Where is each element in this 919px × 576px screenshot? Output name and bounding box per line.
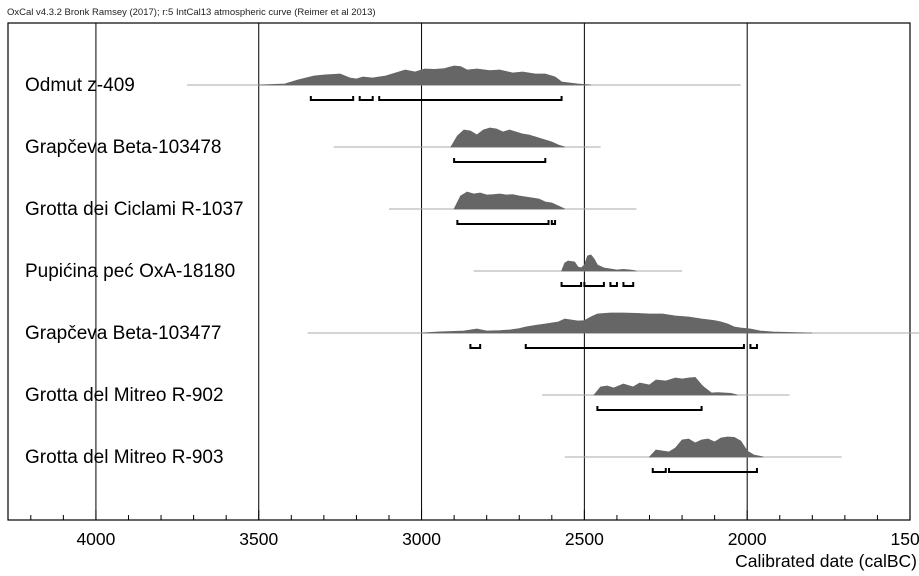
series-label: Grotta del Mitreo R-902 bbox=[25, 385, 224, 406]
series-label: Grotta del Mitreo R-903 bbox=[25, 447, 224, 468]
hpd-range-bracket bbox=[524, 344, 745, 349]
x-axis-title: Calibrated date (calBC) bbox=[735, 551, 917, 571]
series-4: Grapčeva Beta-103477 bbox=[25, 312, 919, 349]
probability-distribution bbox=[421, 312, 813, 334]
probability-distribution bbox=[258, 65, 591, 86]
hpd-range-bracket bbox=[550, 220, 557, 225]
series-6: Grotta del Mitreo R-903 bbox=[25, 436, 842, 473]
series-label: Grapčeva Beta-103478 bbox=[25, 137, 221, 158]
probability-distribution bbox=[450, 127, 565, 148]
series-label: Pupićina peć OxA-18180 bbox=[25, 261, 235, 282]
hpd-range-bracket bbox=[456, 220, 550, 225]
hpd-range-bracket bbox=[469, 344, 482, 349]
hpd-range-bracket bbox=[668, 468, 758, 473]
hpd-range-bracket bbox=[453, 158, 547, 163]
hpd-range-bracket bbox=[622, 282, 635, 287]
hpd-range-bracket bbox=[309, 96, 355, 101]
hpd-range-bracket bbox=[596, 406, 703, 411]
series-2: Grotta dei Ciclami R-1037 bbox=[25, 191, 637, 225]
series-label: Odmut z-409 bbox=[25, 75, 135, 96]
hpd-range-bracket bbox=[560, 282, 583, 287]
probability-distribution bbox=[561, 254, 637, 272]
tick-label: 2000 bbox=[728, 529, 767, 549]
series-label: Grapčeva Beta-103477 bbox=[25, 323, 221, 344]
series-label: Grotta dei Ciclami R-1037 bbox=[25, 199, 244, 220]
hpd-range-bracket bbox=[358, 96, 374, 101]
series-group: Odmut z-409 Grapčeva Beta-103478 Grotta de… bbox=[25, 65, 919, 473]
tick-label: 2500 bbox=[565, 529, 604, 549]
tick-label: 3000 bbox=[402, 529, 441, 549]
series-5: Grotta del Mitreo R-902 bbox=[25, 376, 790, 411]
hpd-range-bracket bbox=[651, 468, 667, 473]
probability-distribution bbox=[593, 376, 738, 396]
hpd-range-bracket bbox=[583, 282, 605, 287]
hpd-range-bracket bbox=[749, 344, 758, 349]
chart-header: OxCal v4.3.2 Bronk Ramsey (2017); r:5 In… bbox=[7, 7, 376, 18]
tick-label: 1500 bbox=[891, 529, 919, 549]
probability-distribution bbox=[648, 436, 764, 458]
grid-lines bbox=[95, 23, 911, 520]
hpd-range-bracket bbox=[609, 282, 618, 287]
series-0: Odmut z-409 bbox=[25, 65, 741, 101]
tick-label: 4000 bbox=[76, 529, 115, 549]
tick-label: 3500 bbox=[239, 529, 278, 549]
probability-distribution bbox=[453, 191, 565, 210]
series-3: Pupićina peć OxA-18180 bbox=[25, 254, 683, 287]
x-axis: 4000 3500 3000 2500 2000 1500 bbox=[30, 510, 919, 549]
series-1: Grapčeva Beta-103478 bbox=[25, 127, 601, 163]
hpd-range-bracket bbox=[378, 96, 563, 101]
